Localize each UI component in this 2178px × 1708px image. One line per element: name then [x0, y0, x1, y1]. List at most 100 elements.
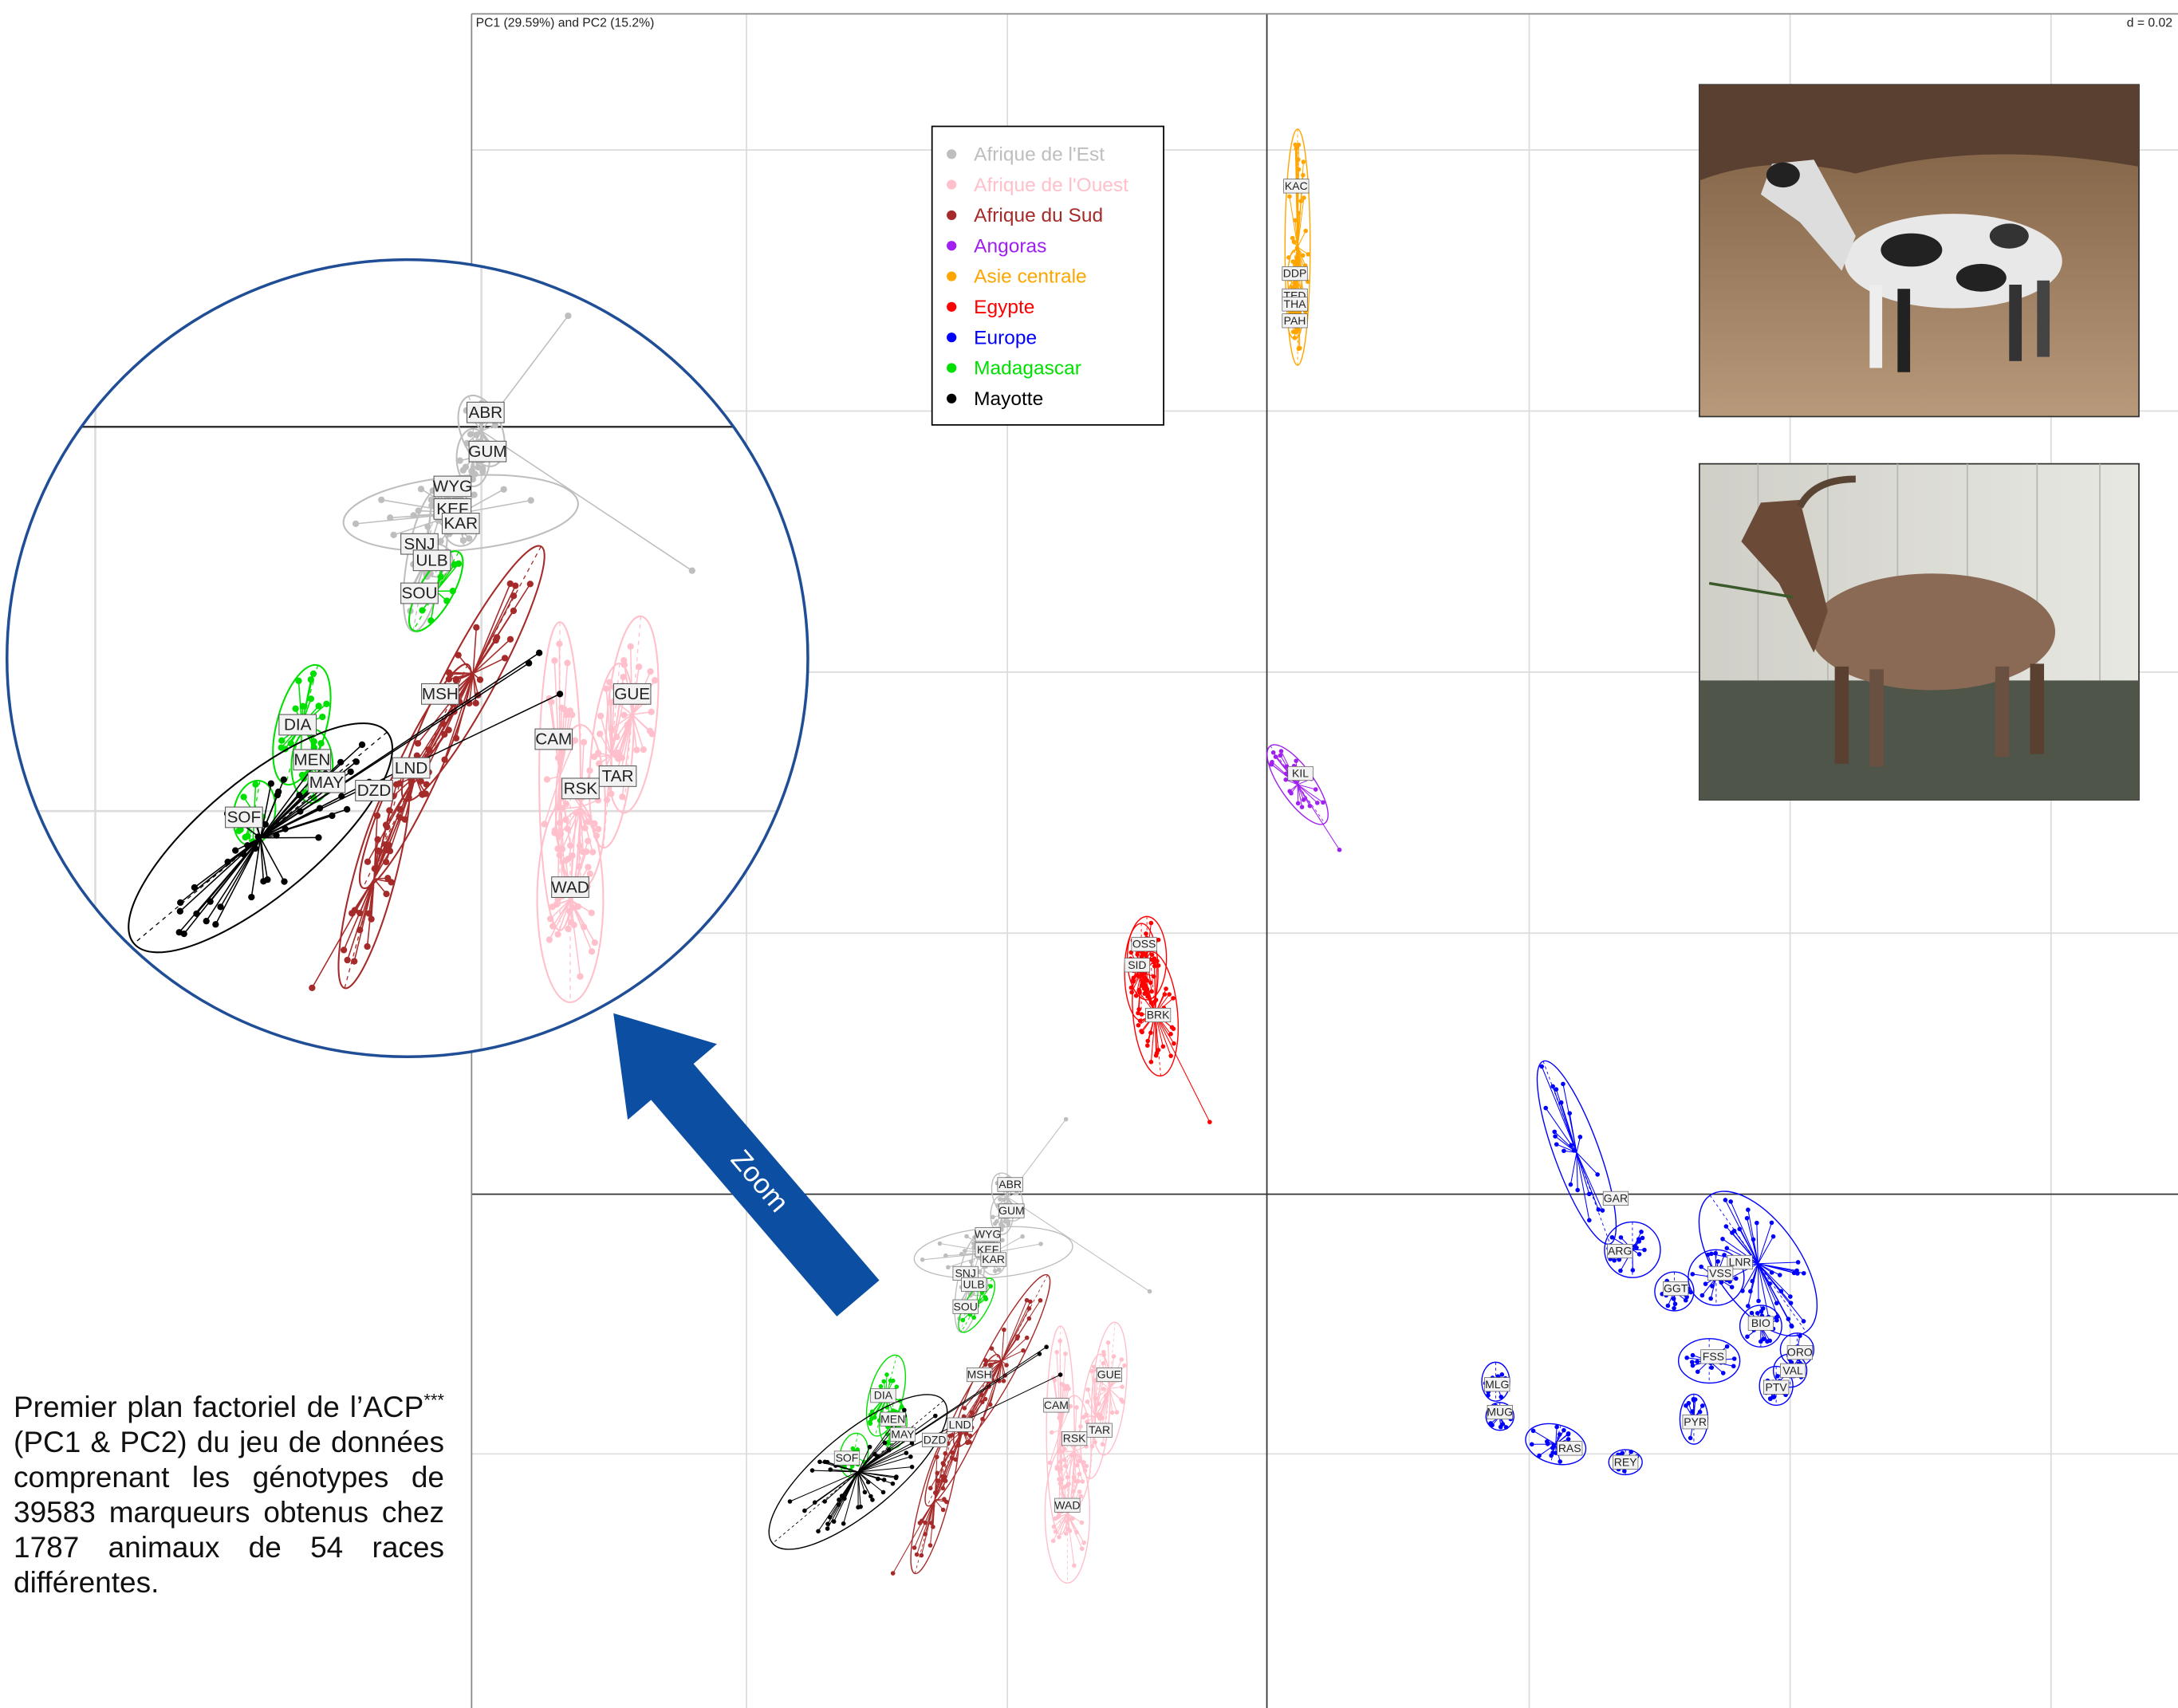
star-line — [580, 807, 581, 846]
individual-point — [882, 1478, 887, 1482]
individual-point — [920, 1257, 925, 1262]
individual-point — [1695, 1360, 1699, 1364]
individual-point — [1122, 1364, 1127, 1368]
breed-label: LND — [949, 1418, 971, 1431]
individual-point — [427, 617, 434, 624]
individual-point — [964, 1234, 969, 1239]
individual-point — [1578, 1135, 1583, 1139]
individual-point — [1136, 974, 1140, 978]
individual-point — [583, 848, 589, 855]
individual-point — [1569, 1143, 1573, 1147]
individual-point — [386, 807, 392, 813]
star-line — [1534, 1431, 1556, 1444]
individual-point — [895, 1384, 900, 1389]
individual-point — [887, 1448, 892, 1453]
individual-point — [943, 1478, 948, 1483]
individual-point — [268, 781, 274, 787]
individual-point — [1746, 1304, 1751, 1309]
individual-point — [460, 537, 467, 544]
individual-point — [1101, 1442, 1105, 1446]
breed-label: DIA — [284, 716, 312, 734]
individual-point — [383, 891, 389, 897]
breed-label: LND — [395, 759, 427, 777]
individual-point — [1069, 1453, 1074, 1458]
individual-point — [1724, 1224, 1729, 1229]
legend-label: Afrique du Sud — [974, 205, 1103, 226]
breed-label: PAH — [1284, 314, 1306, 327]
individual-point — [1038, 1298, 1043, 1303]
legend-label: Egypte — [974, 297, 1034, 318]
individual-point — [1779, 1289, 1784, 1294]
individual-point — [908, 1454, 913, 1459]
individual-point — [577, 843, 583, 849]
individual-point — [1207, 1120, 1212, 1124]
breed-label: SOF — [227, 809, 262, 827]
individual-point — [244, 842, 250, 848]
breed-label: GAR — [1604, 1191, 1628, 1204]
breed-label: MLG — [1485, 1378, 1509, 1391]
individual-point — [275, 789, 282, 795]
star-line — [1577, 1152, 1602, 1210]
individual-point — [1504, 1425, 1509, 1430]
individual-point — [1789, 1324, 1794, 1328]
individual-point — [1337, 848, 1342, 852]
individual-point — [1636, 1237, 1641, 1242]
individual-point — [842, 1496, 847, 1501]
breed-label: MSH — [967, 1368, 992, 1381]
individual-point — [568, 919, 574, 926]
individual-point — [1561, 1082, 1566, 1087]
individual-point — [1150, 952, 1155, 957]
individual-point — [1731, 1364, 1736, 1369]
individual-point — [648, 709, 655, 715]
individual-point — [912, 1545, 917, 1550]
individual-point — [1734, 1277, 1739, 1281]
individual-point — [1558, 1459, 1562, 1464]
individual-point — [557, 820, 563, 826]
individual-point — [1545, 1439, 1550, 1444]
individual-point — [397, 806, 404, 813]
individual-point — [348, 769, 354, 775]
individual-point — [477, 676, 483, 683]
individual-point — [1080, 1521, 1085, 1525]
star-line — [1570, 1152, 1577, 1184]
individual-point — [1552, 1443, 1557, 1448]
individual-point — [1691, 1353, 1696, 1358]
individual-point — [1770, 1221, 1774, 1226]
individual-point — [344, 806, 350, 813]
individual-point — [1789, 1301, 1794, 1305]
star-line — [1758, 1262, 1798, 1264]
individual-point — [387, 848, 393, 854]
individual-point — [802, 1509, 807, 1513]
individual-point — [397, 814, 404, 821]
individual-point — [1642, 1248, 1647, 1253]
individual-point — [1144, 931, 1148, 936]
individual-point — [1148, 1030, 1153, 1035]
individual-point — [1300, 805, 1305, 809]
individual-point — [1531, 1429, 1536, 1434]
individual-point — [1138, 1018, 1143, 1023]
individual-point — [624, 724, 631, 730]
individual-point — [1315, 801, 1320, 805]
individual-point — [552, 827, 558, 833]
individual-point — [1269, 762, 1274, 766]
individual-point — [636, 663, 642, 670]
individual-point — [177, 908, 183, 915]
individual-point — [1802, 1319, 1806, 1324]
individual-point — [1308, 804, 1313, 809]
individual-point — [1298, 199, 1303, 203]
individual-point — [415, 740, 421, 746]
individual-point — [300, 703, 306, 710]
individual-point — [1054, 1517, 1058, 1521]
individual-point — [1161, 1045, 1166, 1049]
individual-point — [1559, 1100, 1564, 1105]
individual-point — [994, 1219, 999, 1224]
individual-point — [1802, 1271, 1806, 1276]
individual-point — [1294, 330, 1298, 335]
individual-point — [559, 805, 565, 812]
breed-label: CAM — [535, 730, 572, 749]
individual-point — [1728, 1199, 1733, 1204]
individual-point — [1750, 1311, 1755, 1316]
breed-label: SOF — [836, 1451, 859, 1464]
individual-point — [1172, 1041, 1176, 1046]
individual-point — [1077, 1490, 1082, 1494]
